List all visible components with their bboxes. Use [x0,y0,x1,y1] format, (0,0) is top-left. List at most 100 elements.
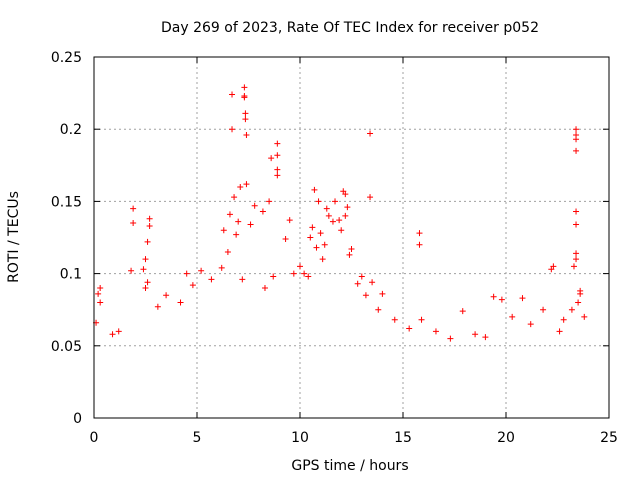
data-point [418,316,425,323]
data-point [362,292,369,299]
data-point [338,227,345,234]
data-point [329,218,336,225]
data-point [130,205,137,212]
data-point [144,238,151,245]
data-point [261,285,268,292]
data-point [235,218,242,225]
data-point [144,279,151,286]
data-point [239,276,246,283]
data-point [282,235,289,242]
x-axis-label: GPS time / hours [291,458,408,474]
x-tick-label: 5 [193,430,202,446]
data-point [575,299,582,306]
data-point [573,136,580,143]
data-point [548,266,555,273]
data-point [358,273,365,280]
data-point [95,290,102,297]
data-point [146,215,153,222]
data-point [311,186,318,193]
data-point [447,335,454,342]
data-point [268,155,275,162]
data-point [369,279,376,286]
data-point [348,246,355,253]
data-point [274,166,281,173]
data-point [342,212,349,219]
data-point [498,296,505,303]
data-point [270,273,277,280]
data-point [573,126,580,133]
data-point [242,116,249,123]
data-point [354,280,361,287]
x-tick-label: 15 [394,430,412,446]
data-point [130,220,137,227]
data-point [233,231,240,238]
data-point [332,198,339,205]
data-point [581,313,588,320]
y-tick-label: 0.15 [51,194,82,210]
x-tick-label: 25 [600,430,618,446]
data-point [259,208,266,215]
data-point [220,227,227,234]
data-point [577,290,584,297]
data-point [472,331,479,338]
data-point [241,84,248,91]
data-point [226,211,233,218]
data-point [313,244,320,251]
data-point [482,334,489,341]
data-point [344,204,351,211]
data-point [243,131,250,138]
y-tick-label: 0.2 [60,122,82,138]
data-point [573,147,580,154]
data-point [323,205,330,212]
data-point [432,328,439,335]
data-point [266,198,273,205]
data-point [367,130,374,137]
data-point [573,250,580,257]
data-point [519,295,526,302]
chart-title: Day 269 of 2023, Rate Of TEC Index for r… [161,20,539,36]
data-point [97,285,104,292]
data-point [208,276,215,283]
data-point [183,270,190,277]
data-point [406,325,413,332]
y-tick-label: 0 [73,411,82,427]
data-point [274,152,281,159]
data-point [177,299,184,306]
data-point [336,217,343,224]
data-point [379,290,386,297]
data-point [573,256,580,263]
data-point [274,172,281,179]
data-point [247,221,254,228]
data-point [319,256,326,263]
data-point [375,306,382,313]
x-tick-label: 10 [291,430,309,446]
x-tick-label: 20 [497,430,515,446]
data-point [243,181,250,188]
data-point [231,194,238,201]
data-point [527,321,534,328]
data-point [325,212,332,219]
data-point [315,198,322,205]
data-point [237,183,244,190]
x-tick-label: 0 [90,430,99,446]
data-point [309,224,316,231]
data-point [416,230,423,237]
data-point [128,267,135,274]
data-point [367,194,374,201]
data-point [198,267,205,274]
data-point [560,316,567,323]
data-point [241,94,248,101]
data-point [109,331,116,338]
data-point [490,293,497,300]
y-axis-label: ROTI / TECUs [6,191,22,283]
data-point [297,263,303,270]
data-point [97,299,104,306]
data-point [115,328,122,335]
data-point [570,263,577,270]
data-point [146,222,153,229]
data-point [140,266,147,273]
data-point [342,191,349,198]
data-points [93,84,588,342]
data-point [556,328,563,335]
data-point [391,316,398,323]
